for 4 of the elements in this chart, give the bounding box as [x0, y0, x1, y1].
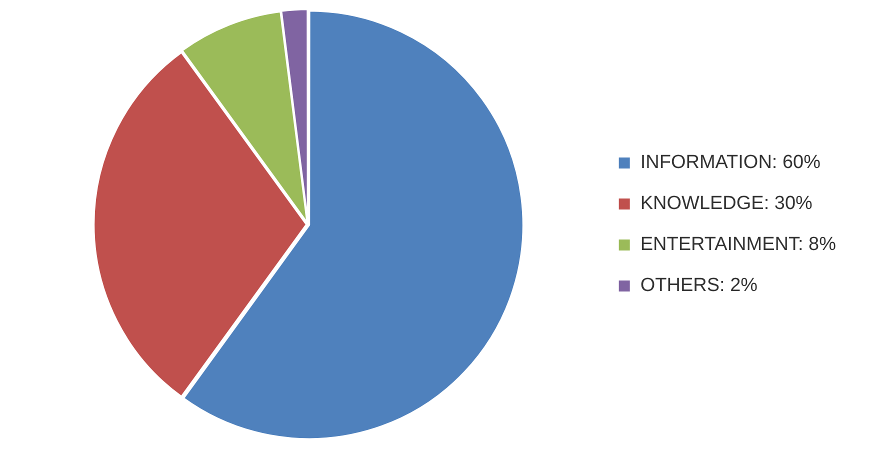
legend-label: INFORMATION: 60% — [640, 152, 821, 174]
legend-label: OTHERS: 2% — [640, 275, 758, 296]
legend-label: ENTERTAINMENT: 8% — [640, 234, 836, 256]
legend-label: KNOWLEDGE: 30% — [640, 193, 813, 214]
